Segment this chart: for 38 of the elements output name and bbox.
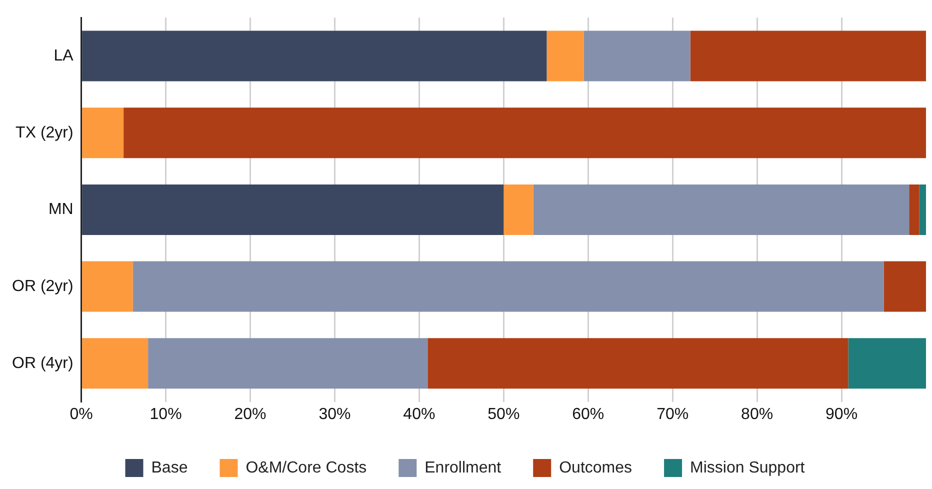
bar	[848, 338, 926, 389]
y-tick-label: MN	[48, 201, 74, 218]
bar	[690, 30, 926, 82]
bar	[909, 184, 920, 235]
x-tick-label: 10%	[150, 406, 182, 423]
legend-label: Outcomes	[559, 459, 632, 476]
x-tick-label: 70%	[656, 406, 689, 423]
legend-label: Mission Support	[690, 459, 806, 476]
bar	[584, 30, 690, 82]
x-tick-label: 90%	[826, 406, 858, 423]
bar	[82, 338, 148, 389]
bar	[546, 30, 584, 82]
x-tick-label: 80%	[741, 406, 774, 423]
bar	[919, 184, 926, 235]
bar	[148, 338, 428, 389]
bar	[533, 184, 910, 235]
y-tick-label: OR (4yr)	[12, 354, 74, 372]
x-tick-label: 50%	[488, 406, 520, 423]
legend-label: O&M/Core Costs	[246, 459, 367, 476]
bar	[428, 338, 848, 389]
x-tick-label: 20%	[234, 406, 266, 423]
y-tick-label: LA	[54, 47, 74, 64]
bar	[124, 108, 926, 158]
x-tick-label: 30%	[318, 406, 351, 423]
y-tick-label: TX (2yr)	[16, 124, 74, 142]
legend-label: Base	[151, 459, 188, 476]
y-tick-label: OR (2yr)	[12, 278, 74, 295]
bar	[82, 30, 547, 82]
x-tick-label: 60%	[572, 406, 604, 423]
bar	[82, 261, 133, 312]
x-tick-label: 0%	[70, 406, 93, 423]
x-tick-label: 40%	[403, 406, 436, 423]
legend-label: Enrollment	[424, 459, 502, 476]
bar	[504, 184, 534, 235]
bar	[884, 261, 926, 312]
bar	[82, 184, 504, 235]
bar	[82, 108, 124, 158]
bar	[132, 261, 884, 312]
